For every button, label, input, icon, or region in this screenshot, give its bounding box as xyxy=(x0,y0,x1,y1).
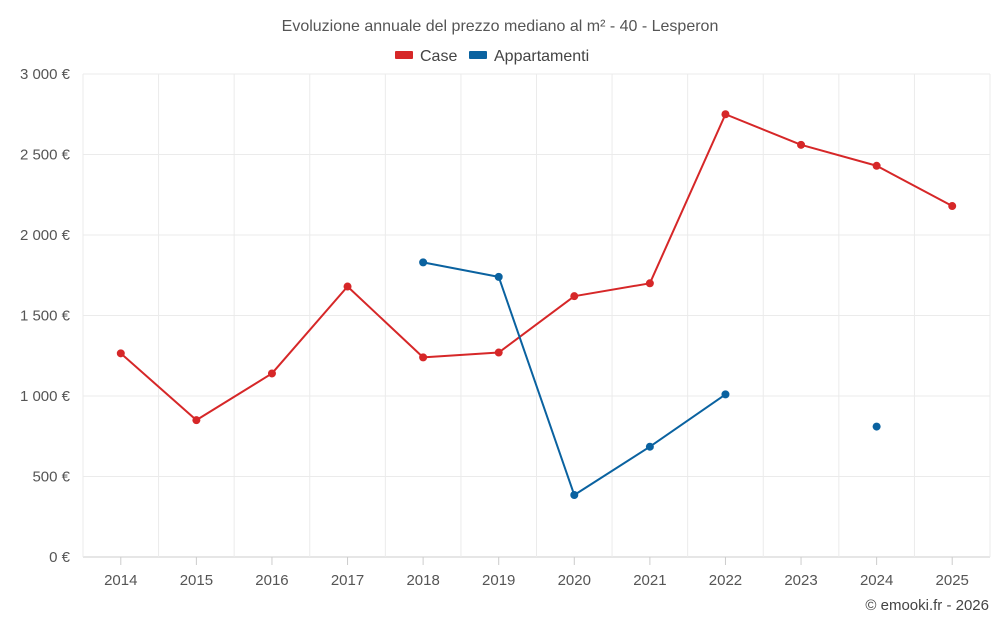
data-point-appartamenti-2024[interactable] xyxy=(872,422,881,431)
legend-item-case[interactable]: Case xyxy=(395,48,457,65)
x-tick-label: 2025 xyxy=(936,572,969,589)
x-tick-label: 2014 xyxy=(104,572,137,589)
series-layer xyxy=(116,110,957,500)
y-tick-label: 2 500 € xyxy=(20,147,71,164)
data-point-appartamenti-2018[interactable] xyxy=(419,258,428,267)
legend-label-appartamenti: Appartamenti xyxy=(494,48,589,65)
legend: Case Appartamenti xyxy=(395,48,589,65)
data-point-case-2018[interactable] xyxy=(419,353,428,362)
x-tick-label: 2020 xyxy=(558,572,591,589)
data-point-appartamenti-2022[interactable] xyxy=(721,390,730,399)
x-tick-label: 2016 xyxy=(255,572,288,589)
x-tick-label: 2015 xyxy=(180,572,213,589)
data-point-case-2015[interactable] xyxy=(192,416,201,425)
x-axis: 2014 2015 2016 2017 2018 2019 2020 2021 2022 2023… xyxy=(104,557,969,589)
y-tick-label: 3 000 € xyxy=(20,66,71,83)
data-point-case-2014[interactable] xyxy=(116,349,125,358)
data-point-case-2017[interactable] xyxy=(343,282,352,291)
data-point-case-2023[interactable] xyxy=(797,140,806,149)
data-point-case-2024[interactable] xyxy=(872,161,881,170)
legend-item-appartamenti[interactable]: Appartamenti xyxy=(469,48,589,65)
y-tick-label: 500 € xyxy=(32,469,70,486)
x-tick-label: 2021 xyxy=(633,572,666,589)
series-case xyxy=(116,110,957,425)
data-point-case-2020[interactable] xyxy=(570,292,579,301)
chart-title: Evoluzione annuale del prezzo mediano al… xyxy=(282,18,719,35)
legend-label-case: Case xyxy=(420,48,457,65)
y-tick-label: 1 500 € xyxy=(20,308,71,325)
x-tick-label: 2019 xyxy=(482,572,515,589)
data-point-case-2025[interactable] xyxy=(948,202,957,211)
legend-swatch-case xyxy=(395,51,413,59)
y-tick-label: 2 000 € xyxy=(20,227,71,244)
y-tick-label: 1 000 € xyxy=(20,388,71,405)
y-tick-label: 0 € xyxy=(49,549,71,566)
data-point-case-2021[interactable] xyxy=(645,279,654,288)
credit-text: © emooki.fr - 2026 xyxy=(865,597,989,614)
x-tick-label: 2024 xyxy=(860,572,893,589)
data-point-appartamenti-2020[interactable] xyxy=(570,491,579,500)
series-appartamenti xyxy=(419,258,881,500)
series-line-case xyxy=(120,113,953,422)
data-point-appartamenti-2021[interactable] xyxy=(645,442,654,451)
grid xyxy=(82,73,991,558)
legend-swatch-appartamenti xyxy=(469,51,487,59)
data-point-case-2019[interactable] xyxy=(494,348,503,357)
y-axis: 0 € 500 € 1 000 € 1 500 € 2 000 € 2 500 € 3 00… xyxy=(20,66,71,566)
data-point-appartamenti-2019[interactable] xyxy=(494,272,503,281)
x-tick-label: 2018 xyxy=(406,572,439,589)
x-tick-label: 2022 xyxy=(709,572,742,589)
x-tick-label: 2017 xyxy=(331,572,364,589)
data-point-case-2022[interactable] xyxy=(721,110,730,119)
data-point-case-2016[interactable] xyxy=(267,369,276,378)
x-tick-label: 2023 xyxy=(784,572,817,589)
